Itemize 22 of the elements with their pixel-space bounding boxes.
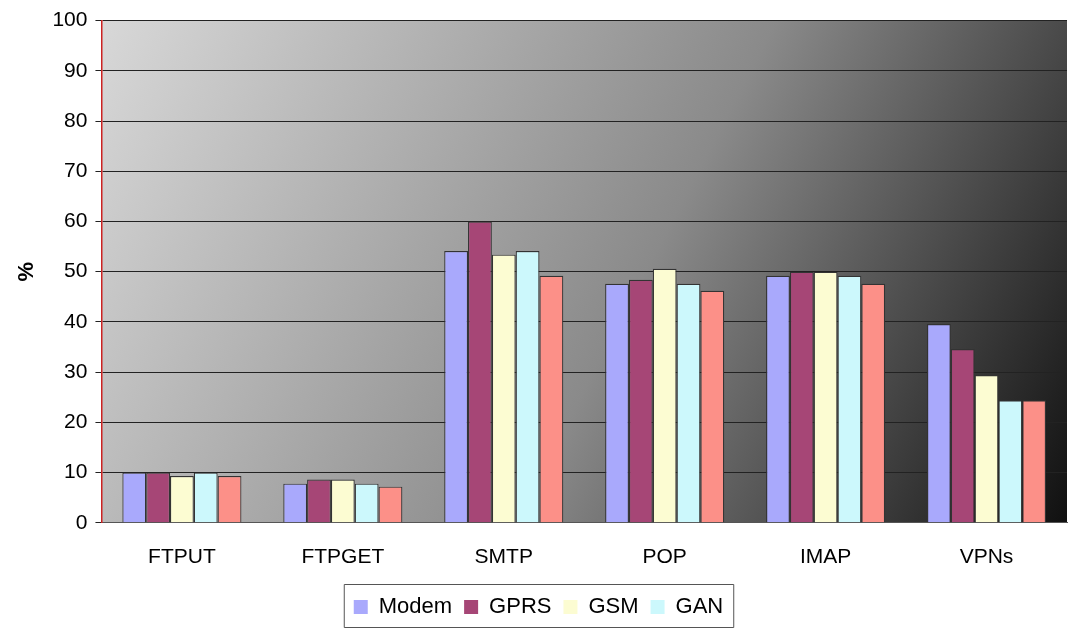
x-tick-label: POP (642, 544, 687, 568)
legend-label: GAN (675, 593, 724, 619)
y-tick-label: 40 (64, 308, 88, 332)
y-tick-label: 0 (75, 509, 88, 533)
x-tick-label: VPNs (959, 544, 1014, 568)
legend-label: GSM (588, 593, 639, 619)
y-tick-label: 20 (64, 409, 88, 433)
legend-label: Modem (378, 593, 453, 619)
y-tick-label: 70 (64, 158, 88, 182)
legend-label: GPRS (489, 593, 552, 619)
x-tick-label: FTPGET (301, 544, 385, 568)
y-tick-label: 10 (64, 459, 88, 483)
y-tick-label: 100 (52, 7, 88, 31)
y-tick-label: 80 (64, 107, 88, 131)
x-tick-label: FTPUT (148, 544, 216, 568)
x-tick-label: IMAP (799, 544, 852, 568)
y-tick-label: 90 (64, 57, 88, 81)
y-tick-label: 60 (64, 208, 88, 232)
y-tick-label: 30 (64, 358, 88, 382)
x-tick-label: SMTP (474, 544, 533, 568)
y-axis-title: % (13, 261, 39, 282)
y-tick-label: 50 (64, 258, 88, 282)
